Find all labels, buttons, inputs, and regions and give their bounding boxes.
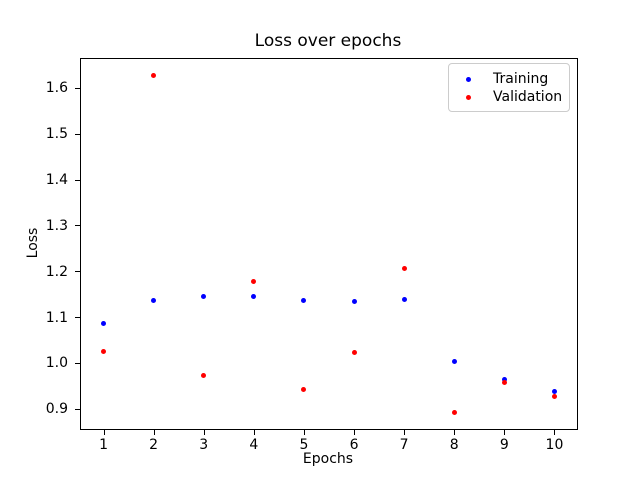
- plot-area: 0.9 1.0 1.1 1.2 1.3 1.4 1.5 1.6 1 2 3 4 5 6 7 8 9 10: [46, 58, 578, 453]
- training-data-point: [351, 299, 357, 305]
- validation-data-point: [301, 386, 307, 392]
- y-tick-label: 1.3: [45, 217, 68, 234]
- x-tick: [454, 430, 456, 435]
- validation-data-point: [151, 73, 157, 79]
- validation-data-point: [101, 349, 107, 354]
- training-data-point: [101, 321, 107, 327]
- x-tick: [303, 430, 305, 435]
- y-tick: [75, 87, 80, 89]
- legend: Training Validation: [448, 63, 570, 112]
- legend-label: Training: [493, 71, 549, 87]
- x-tick-label: 6: [349, 437, 359, 453]
- training-data-point: [301, 298, 307, 304]
- validation-data-point: [501, 380, 507, 386]
- y-tick-label: 1.0: [45, 355, 68, 372]
- x-tick-label: 5: [299, 437, 309, 453]
- training-data-point: [251, 294, 257, 300]
- x-tick: [354, 430, 356, 435]
- legend-item: Training: [449, 70, 569, 88]
- x-tick: [554, 430, 556, 435]
- x-tick-label: 9: [499, 437, 509, 453]
- validation-data-point: [451, 409, 457, 415]
- y-tick-label: 1.5: [45, 126, 68, 143]
- y-tick: [75, 271, 80, 273]
- y-tick-label: 1.4: [45, 172, 68, 189]
- training-data-point: [201, 293, 207, 299]
- y-tick: [75, 362, 80, 364]
- chart-title: Loss over epochs: [254, 31, 402, 51]
- y-tick-label: 1.2: [45, 263, 68, 280]
- legend-item: Validation: [449, 88, 569, 106]
- x-axis-label: Epochs: [302, 451, 354, 467]
- x-tick: [153, 430, 155, 435]
- validation-data-point: [251, 278, 257, 284]
- x-tick-label: 1: [99, 437, 108, 453]
- training-marker-icon: [466, 76, 471, 82]
- x-tick-label: 3: [199, 437, 209, 453]
- x-tick-label: 10: [545, 437, 564, 453]
- legend-label: Validation: [493, 89, 563, 105]
- y-tick: [75, 133, 80, 135]
- x-tick: [504, 430, 506, 435]
- validation-data-point: [351, 350, 357, 356]
- y-tick: [75, 317, 80, 319]
- y-tick: [75, 179, 80, 181]
- y-tick: [75, 408, 80, 410]
- y-tick-label: 1.6: [45, 80, 68, 97]
- y-tick-label: 1.1: [45, 309, 68, 326]
- x-tick: [253, 430, 255, 435]
- validation-data-point: [201, 372, 207, 378]
- validation-marker-icon: [466, 94, 471, 100]
- training-data-point: [401, 297, 407, 303]
- y-tick: [75, 225, 80, 227]
- x-tick-label: 4: [249, 437, 259, 453]
- x-tick: [404, 430, 406, 435]
- y-tick-label: 0.9: [45, 401, 68, 418]
- x-tick: [203, 430, 205, 435]
- training-data-point: [451, 359, 457, 365]
- x-tick-label: 8: [449, 437, 459, 453]
- training-data-point: [551, 389, 557, 395]
- validation-data-point: [401, 266, 407, 272]
- x-tick: [103, 430, 105, 435]
- validation-data-point: [551, 394, 557, 400]
- training-data-point: [501, 376, 507, 382]
- training-data-point: [151, 298, 157, 304]
- x-tick-label: 2: [149, 437, 159, 453]
- x-tick-label: 7: [399, 437, 409, 453]
